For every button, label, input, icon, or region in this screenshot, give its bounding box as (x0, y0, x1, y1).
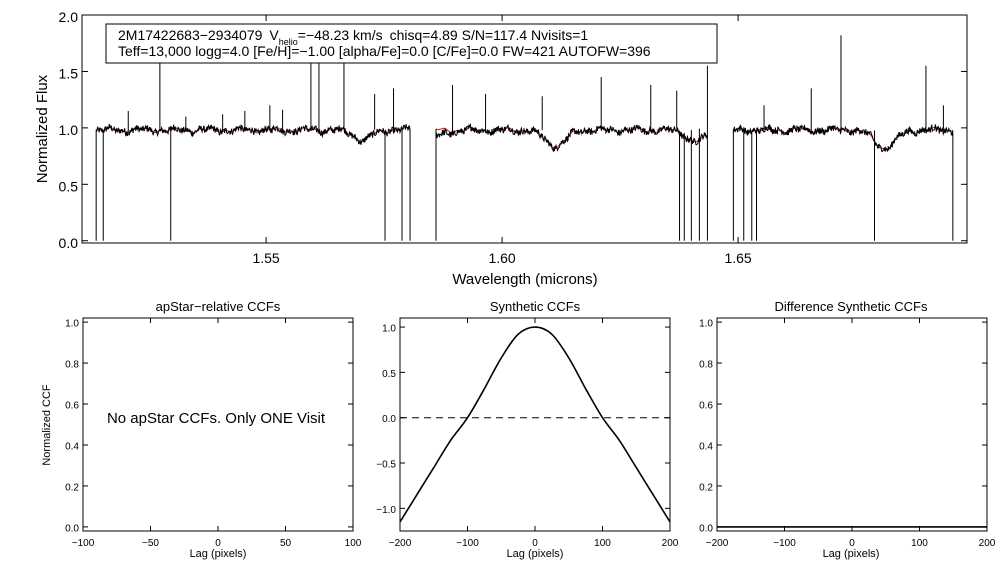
difference-ccf-xtick-label: 200 (979, 538, 996, 549)
observed-spectrum-segment (435, 123, 708, 152)
synthetic-ccf-ytick-label: 0.5 (382, 369, 396, 380)
difference-ccf-x-label: Lag (pixels) (823, 548, 880, 560)
star-id: 2M17422683−2934079 (118, 27, 263, 43)
synthetic-ccf-xtick-label: −100 (456, 538, 479, 549)
synthetic-ccf-ytick-label: −0.5 (376, 460, 396, 471)
apstar-ccf-panel: −100 −50 0 50 100 0.0 0.2 0.4 0.6 0.8 1.0 apStar−r… (41, 299, 362, 560)
spectrum-xtick-label: 1.60 (488, 250, 515, 266)
observed-spectrum-line (95, 26, 954, 241)
v-helio-value: =−48.23 km/s (298, 27, 383, 43)
apstar-ccf-xtick-label: 100 (345, 538, 362, 549)
apstar-ccf-xtick-label: 50 (280, 538, 292, 549)
apstar-ccf-ytick-label: 0.8 (65, 360, 79, 371)
spectrum-x-label: Wavelength (microns) (452, 271, 597, 288)
apstar-ccf-ytick-label: 1.0 (65, 319, 79, 330)
synthetic-ccf-x-label: Lag (pixels) (507, 548, 564, 560)
synthetic-ccf-ticks: −200 −100 0 100 200 −1.0 −0.5 0.0 0.5 1.0 (376, 318, 679, 549)
spectrum-ytick-label: 2.0 (59, 9, 79, 25)
apstar-ccf-x-label: Lag (pixels) (190, 548, 247, 560)
synthetic-ccf-title: Synthetic CCFs (490, 299, 581, 314)
difference-ccf-title: Difference Synthetic CCFs (775, 299, 928, 314)
spectrum-ytick-label: 0.0 (59, 235, 79, 251)
spectrum-xtick-label: 1.65 (724, 250, 751, 266)
synthetic-ccf-frame (399, 317, 671, 532)
apstar-ccf-xtick-label: 0 (215, 538, 221, 549)
spectrum-ytick-label: 1.5 (59, 66, 79, 82)
apstar-ccf-ytick-label: 0.4 (65, 441, 79, 452)
synthetic-ccf-ytick-label: −1.0 (376, 505, 396, 516)
synthetic-ccf-xtick-label: 0 (532, 538, 538, 549)
difference-ccf-frame (716, 317, 988, 532)
difference-ccf-ytick-label: 0.8 (699, 360, 713, 371)
difference-ccf-ytick-label: 0.2 (699, 482, 713, 493)
annotation-box (105, 23, 718, 64)
spectrum-frame (81, 14, 968, 244)
spectrum-ticks: 1.55 1.60 1.65 0.0 0.5 1.0 1.5 2.0 (59, 9, 967, 266)
apstar-ccf-title: apStar−relative CCFs (156, 299, 281, 314)
difference-ccf-ytick-label: 0.6 (699, 401, 713, 412)
apstar-ccf-ytick-label: 0.0 (65, 523, 79, 534)
apstar-ccf-xtick-label: −100 (72, 538, 95, 549)
synthetic-ccf-xtick-label: −200 (389, 538, 412, 549)
apstar-ccf-ytick-label: 0.2 (65, 482, 79, 493)
spectrum-xtick-label: 1.55 (252, 250, 279, 266)
difference-ccf-xtick-label: −100 (773, 538, 796, 549)
difference-ccf-xtick-label: 100 (911, 538, 928, 549)
synthetic-ccf-ytick-label: 1.0 (382, 324, 396, 335)
spectrum-y-label: Normalized Flux (34, 74, 51, 183)
annotation-line-1: 2M17422683−2934079 Vhelio=−48.23 km/s chis… (118, 27, 588, 47)
apstar-ccf-ticks: −100 −50 0 50 100 0.0 0.2 0.4 0.6 0.8 1.0 (65, 318, 362, 549)
difference-ccf-xtick-label: −200 (706, 538, 729, 549)
spectrum-ytick-label: 1.0 (59, 122, 79, 138)
difference-ccf-ytick-label: 1.0 (699, 319, 713, 330)
synthetic-ccf-ytick-label: 0.0 (382, 414, 396, 425)
synthetic-ccf-xtick-label: 200 (662, 538, 679, 549)
synthetic-ccf-curve (399, 326, 671, 523)
difference-ccf-ticks: −200 −100 0 100 200 0.0 0.2 0.4 0.6 0.8 1.0 (699, 318, 996, 549)
difference-ccf-xtick-label: 0 (849, 538, 855, 549)
apstar-ccf-ytick-label: 0.6 (65, 401, 79, 412)
spectrum-ytick-label: 0.5 (59, 179, 79, 195)
fit-stats: chisq=4.89 S/N=117.4 Nvisits=1 (390, 27, 589, 43)
synthetic-ccf-panel: −200 −100 0 100 200 −1.0 −0.5 0.0 0.5 1.0 Synthet… (376, 299, 679, 560)
apstar-ccf-y-label: Normalized CCF (41, 384, 53, 466)
apstar-ccf-xtick-label: −50 (142, 538, 159, 549)
v-helio-subscript: helio (279, 37, 298, 47)
no-ccf-message: No apStar CCFs. Only ONE Visit (107, 410, 326, 427)
observed-spectrum-segment (95, 123, 411, 146)
observed-spectrum-segment (732, 123, 954, 153)
synthetic-ccf-xtick-label: 100 (594, 538, 611, 549)
spectrum-panel: 1.55 1.60 1.65 0.0 0.5 1.0 1.5 2.0 Normalized F… (34, 9, 968, 288)
difference-ccf-ytick-label: 0.4 (699, 441, 713, 452)
difference-ccf-ytick-label: 0.0 (699, 523, 713, 534)
v-helio-symbol: V (269, 27, 279, 43)
annotation-line-2: Teff=13,000 logg=4.0 [Fe/H]=−1.00 [alpha… (118, 43, 651, 59)
difference-ccf-panel: −200 −100 0 100 200 0.0 0.2 0.4 0.6 0.8 1.0 Differ… (699, 299, 996, 560)
